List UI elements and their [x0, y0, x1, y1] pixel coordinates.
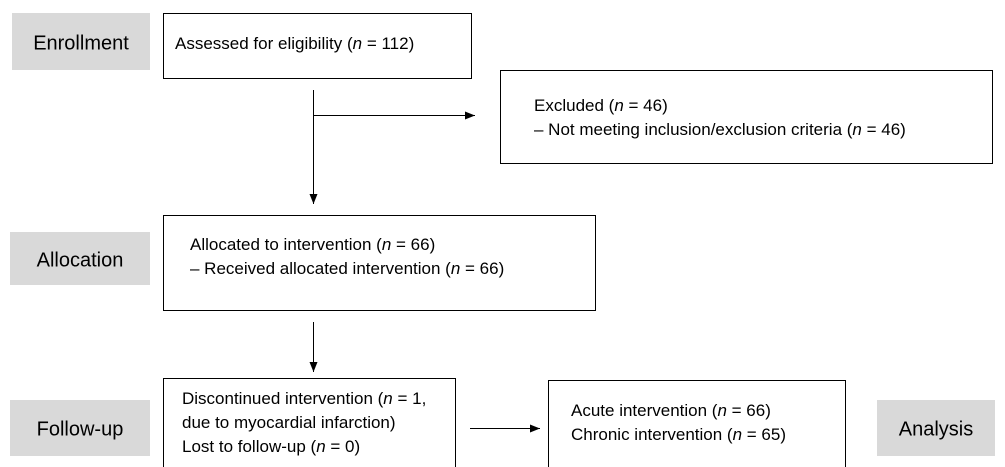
box-text: Assessed for eligibility (n = 112): [175, 34, 414, 53]
text-part: Assessed for eligibility (: [175, 34, 353, 53]
text-part: – Received allocated intervention (: [190, 259, 451, 278]
italic-symbol: n: [614, 96, 623, 115]
box: [500, 70, 993, 164]
stage-label-bg: [10, 400, 150, 456]
text-part: = 46): [624, 96, 668, 115]
text-part: = 66): [460, 259, 504, 278]
box-text: – Not meeting inclusion/exclusion criter…: [534, 120, 906, 139]
box: [548, 380, 846, 467]
box-text: – Received allocated intervention (n = 6…: [190, 259, 504, 278]
box-text: due to myocardial infarction): [182, 413, 396, 432]
italic-symbol: n: [316, 437, 325, 456]
stage-label: Follow-up: [37, 418, 124, 440]
text-part: Excluded (: [534, 96, 615, 115]
text-part: = 66): [727, 401, 771, 420]
text-part: – Not meeting inclusion/exclusion criter…: [534, 120, 853, 139]
box-text: Acute intervention (n = 66): [571, 401, 771, 420]
box-text: Discontinued intervention (n = 1,: [182, 389, 426, 408]
box: [163, 13, 472, 79]
box: [163, 378, 456, 467]
text-part: = 1,: [393, 389, 427, 408]
stage-label: Analysis: [899, 418, 973, 440]
italic-symbol: n: [852, 120, 861, 139]
text-part: Allocated to intervention (: [190, 235, 382, 254]
stage-label-bg: [877, 400, 995, 456]
text-part: = 0): [326, 437, 361, 456]
italic-symbol: n: [717, 401, 726, 420]
stage-label: Allocation: [37, 249, 124, 271]
stage-label-bg: [12, 13, 150, 70]
box-text: Allocated to intervention (n = 66): [190, 235, 435, 254]
text-part: Acute intervention (: [571, 401, 718, 420]
text-part: Chronic intervention (: [571, 425, 733, 444]
box: [163, 215, 596, 311]
text-part: = 66): [391, 235, 435, 254]
stage-label-bg: [10, 232, 150, 285]
box-text: Excluded (n = 46): [534, 96, 668, 115]
text-part: Lost to follow-up (: [182, 437, 317, 456]
italic-symbol: n: [451, 259, 460, 278]
box-text: Lost to follow-up (n = 0): [182, 437, 360, 456]
text-part: = 46): [862, 120, 906, 139]
text-part: due to myocardial infarction): [182, 413, 396, 432]
text-part: = 65): [742, 425, 786, 444]
stage-label: Enrollment: [33, 32, 129, 54]
text-part: Discontinued intervention (: [182, 389, 384, 408]
italic-symbol: n: [353, 34, 362, 53]
italic-symbol: n: [383, 389, 392, 408]
italic-symbol: n: [733, 425, 742, 444]
box-text: Chronic intervention (n = 65): [571, 425, 786, 444]
italic-symbol: n: [382, 235, 391, 254]
text-part: = 112): [362, 34, 414, 53]
